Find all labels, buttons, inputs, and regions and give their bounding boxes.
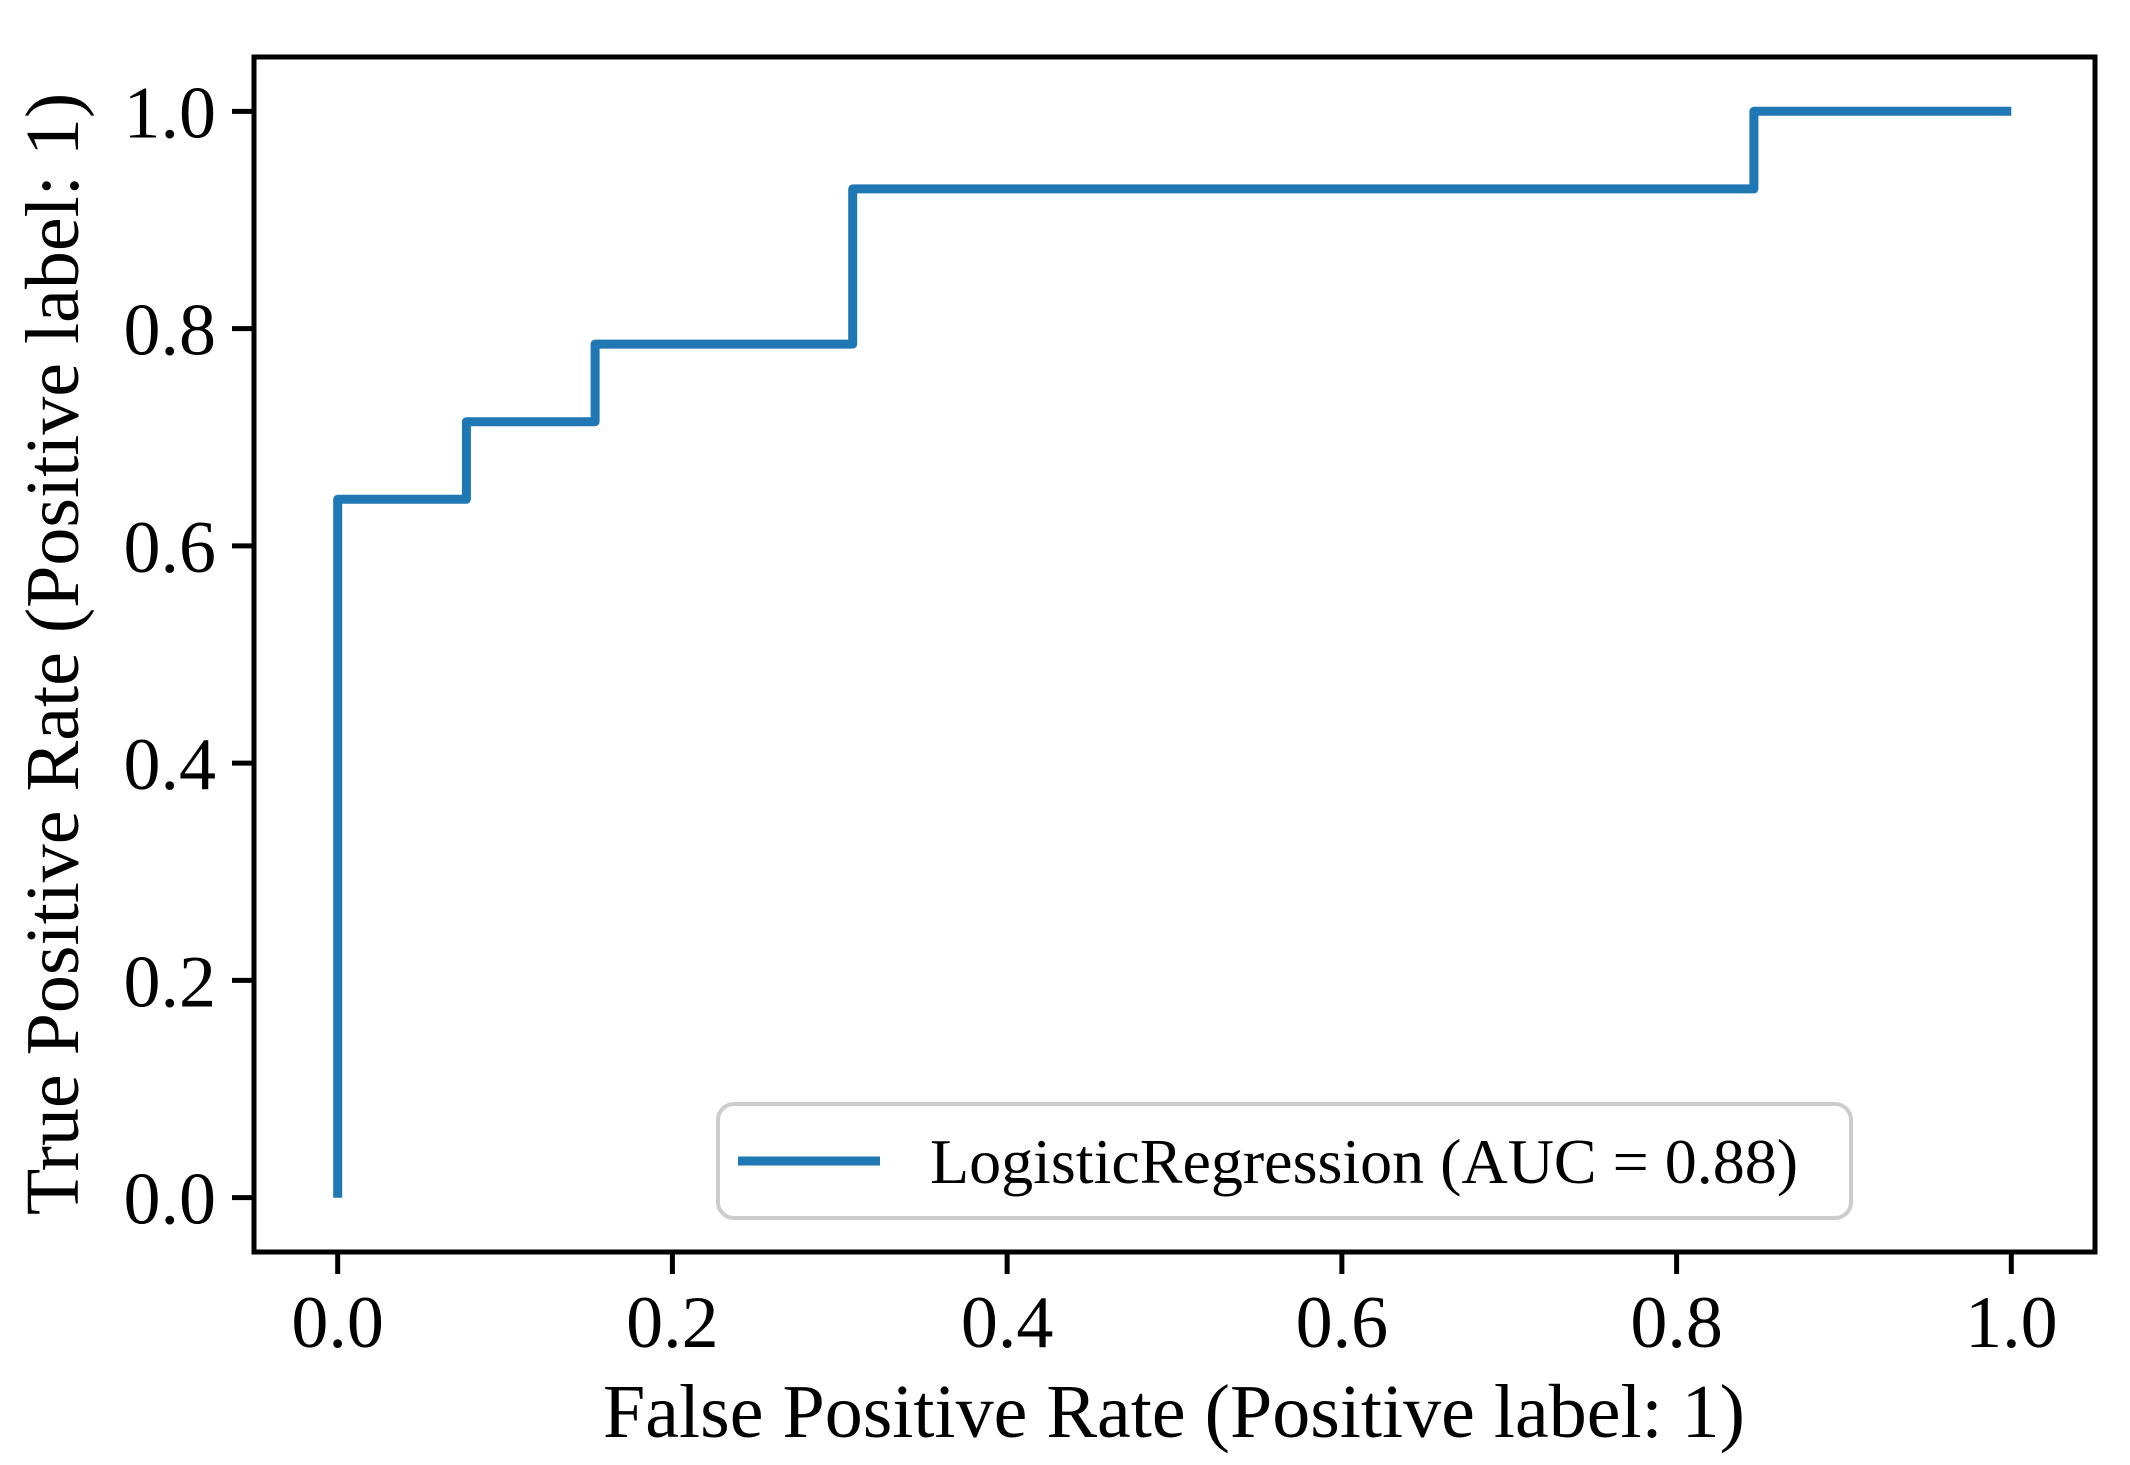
y-axis-label: True Positive Rate (Positive label: 1): [11, 93, 95, 1215]
y-tick-label: 0.6: [124, 507, 217, 589]
x-tick-label: 0.0: [291, 1282, 384, 1364]
y-axis: 0.0 0.2 0.4 0.6 0.8 1.0 True Positive Rate (P…: [11, 72, 254, 1241]
plot-area-border: [251, 54, 2098, 1255]
x-axis: 0.0 0.2 0.4 0.6 0.8 1.0 False Positive Rate (…: [291, 1252, 2058, 1454]
x-tick-label: 0.4: [961, 1282, 1054, 1364]
y-tick-label: 0.8: [124, 290, 217, 372]
x-tick-label: 0.6: [1296, 1282, 1389, 1364]
y-tick-label: 0.4: [124, 724, 217, 806]
y-tick-label: 1.0: [124, 72, 217, 154]
x-axis-ticks: 0.0 0.2 0.4 0.6 0.8 1.0: [291, 1252, 2058, 1364]
y-axis-ticks: 0.0 0.2 0.4 0.6 0.8 1.0: [124, 72, 254, 1241]
x-axis-label: False Positive Rate (Positive label: 1): [603, 1370, 1745, 1454]
x-tick-label: 0.2: [626, 1282, 719, 1364]
y-tick-label: 0.0: [124, 1159, 217, 1241]
x-tick-label: 0.8: [1630, 1282, 1723, 1364]
x-tick-label: 1.0: [1965, 1282, 2058, 1364]
roc-curve-line: [333, 106, 2012, 1198]
legend-label: LogisticRegression (AUC = 0.88): [930, 1126, 1798, 1197]
legend: LogisticRegression (AUC = 0.88): [716, 1102, 1853, 1220]
y-tick-label: 0.2: [124, 941, 217, 1023]
legend-box: [716, 1102, 1853, 1220]
